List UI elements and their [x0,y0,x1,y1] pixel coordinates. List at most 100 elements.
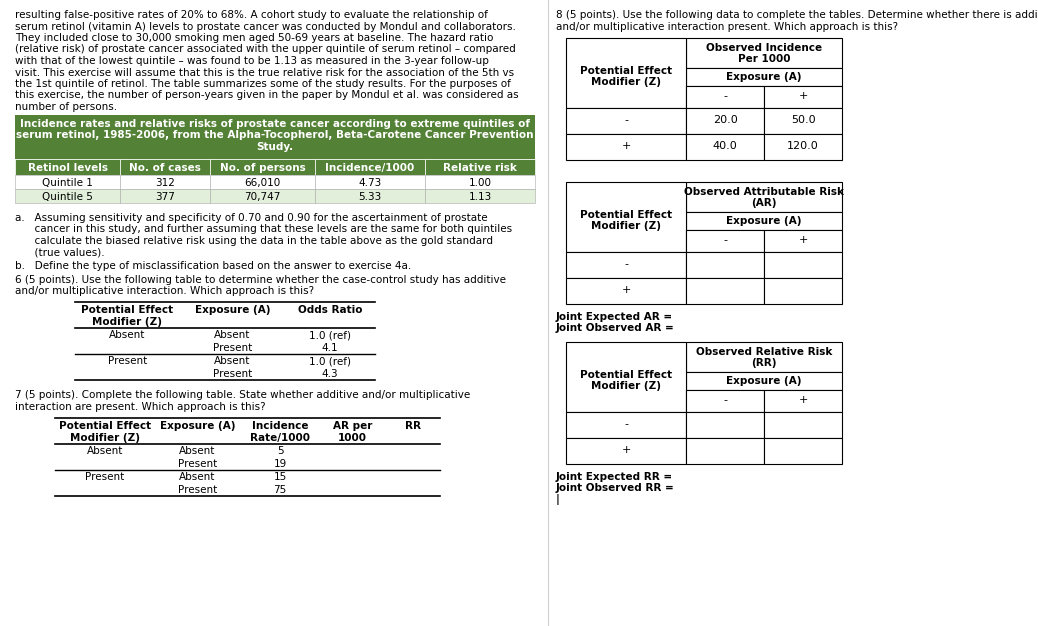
Text: Joint Expected AR =: Joint Expected AR = [556,312,673,322]
Text: 1.0 (ref): 1.0 (ref) [309,330,351,340]
Bar [686,68,842,86]
Bar [566,38,686,108]
Bar [15,175,120,189]
Bar [315,175,425,189]
Text: Potential Effect: Potential Effect [580,210,672,220]
Text: 66,010: 66,010 [244,178,280,188]
Text: Observed Incidence: Observed Incidence [706,43,822,53]
Text: Observed Attributable Risk: Observed Attributable Risk [684,187,844,197]
Bar [686,278,764,304]
Text: calculate the biased relative risk using the data in the table above as the gold: calculate the biased relative risk using… [15,236,493,246]
Text: this exercise, the number of person-years given in the paper by Mondul et al. wa: this exercise, the number of person-year… [15,91,519,101]
Text: (true values).: (true values). [15,247,105,257]
Text: Incidence: Incidence [252,421,308,431]
Text: 5: 5 [277,446,283,456]
Text: +: + [798,91,808,101]
Text: Modifier (Z): Modifier (Z) [591,77,661,87]
Bar [764,438,842,464]
Bar [764,86,842,108]
Bar [425,189,535,203]
Text: a.   Assuming sensitivity and specificity of 0.70 and 0.90 for the ascertainment: a. Assuming sensitivity and specificity … [15,213,488,223]
Bar [764,390,842,412]
Bar [120,189,210,203]
Bar [686,134,764,160]
Text: +: + [622,285,631,295]
Text: with that of the lowest quintile – was found to be 1.13 as measured in the 3-yea: with that of the lowest quintile – was f… [15,56,489,66]
Bar [566,134,686,160]
Bar [566,438,686,464]
Text: Absent: Absent [180,472,216,482]
Text: 4.1: 4.1 [322,343,338,353]
Bar [15,115,535,159]
Text: RR: RR [405,421,420,431]
Text: No. of persons: No. of persons [220,163,305,173]
Bar [686,212,842,230]
Bar [566,182,686,252]
Bar [764,134,842,160]
Text: +: + [798,235,808,245]
Text: Potential Effect: Potential Effect [81,305,173,315]
Text: Joint Observed RR =: Joint Observed RR = [556,483,675,493]
Text: Potential Effect: Potential Effect [580,66,672,76]
Text: (relative risk) of prostate cancer associated with the upper quintile of serum r: (relative risk) of prostate cancer assoc… [15,44,516,54]
Text: Modifier (Z): Modifier (Z) [591,221,661,231]
Bar [210,189,315,203]
Text: 7 (5 points). Complete the following table. State whether additive and/or multip: 7 (5 points). Complete the following tab… [15,390,470,400]
Text: -: - [624,419,628,429]
Bar [686,182,842,212]
Text: Quintile 5: Quintile 5 [43,192,93,202]
Text: 4.3: 4.3 [322,369,338,379]
Bar [686,390,764,412]
Text: Incidence rates and relative risks of prostate cancer according to extreme quint: Incidence rates and relative risks of pr… [20,119,530,129]
Bar [15,159,120,175]
Bar [764,230,842,252]
Text: 1.0 (ref): 1.0 (ref) [309,356,351,366]
Text: Present: Present [85,472,125,482]
Text: 15: 15 [273,472,286,482]
Text: Potential Effect: Potential Effect [580,370,672,380]
Text: Observed Relative Risk: Observed Relative Risk [695,347,832,357]
Text: 4.73: 4.73 [358,178,382,188]
Bar [566,108,686,134]
Bar [686,252,764,278]
Text: +: + [622,141,631,151]
Text: Potential Effect: Potential Effect [59,421,152,431]
Text: Exposure (A): Exposure (A) [727,216,801,226]
Text: 75: 75 [273,485,286,495]
Text: They included close to 30,000 smoking men aged 50-69 years at baseline. The haza: They included close to 30,000 smoking me… [15,33,493,43]
Text: 20.0: 20.0 [713,115,737,125]
Text: and/or multiplicative interaction. Which approach is this?: and/or multiplicative interaction. Which… [15,287,315,297]
Text: (AR): (AR) [752,198,776,208]
Text: Absent: Absent [214,330,251,340]
Text: Modifier (Z): Modifier (Z) [70,433,140,443]
Bar [120,175,210,189]
Bar [686,372,842,390]
Text: 70,747: 70,747 [244,192,280,202]
Bar [686,412,764,438]
Text: and/or multiplicative interaction present. Which approach is this?: and/or multiplicative interaction presen… [556,21,898,31]
Bar [566,252,686,278]
Text: 377: 377 [155,192,175,202]
Bar [764,108,842,134]
Text: Present: Present [108,356,147,366]
Text: 40.0: 40.0 [713,141,737,151]
Text: Odds Ratio: Odds Ratio [298,305,362,315]
Text: Incidence/1000: Incidence/1000 [325,163,414,173]
Bar [764,252,842,278]
Text: Retinol levels: Retinol levels [27,163,108,173]
Text: Absent: Absent [87,446,124,456]
Bar [764,278,842,304]
Text: Relative risk: Relative risk [443,163,517,173]
Text: Modifier (Z): Modifier (Z) [591,381,661,391]
Text: -: - [723,91,727,101]
Bar [566,342,686,412]
Text: b.   Define the type of misclassification based on the answer to exercise 4a.: b. Define the type of misclassification … [15,261,411,271]
Bar [315,159,425,175]
Text: serum retinol, 1985-2006, from the Alpha-Tocopherol, Beta-Carotene Cancer Preven: serum retinol, 1985-2006, from the Alpha… [17,130,534,140]
Bar [686,86,764,108]
Bar [686,230,764,252]
Text: 5.33: 5.33 [358,192,382,202]
Text: Study.: Study. [256,142,294,152]
Text: -: - [624,259,628,269]
Text: cancer in this study, and further assuming that these levels are the same for bo: cancer in this study, and further assumi… [15,225,512,235]
